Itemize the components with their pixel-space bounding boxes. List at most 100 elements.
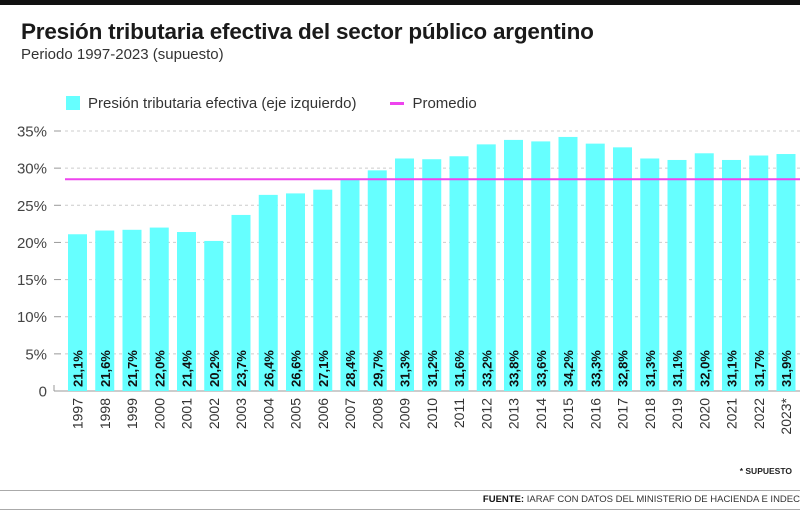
bar (258, 194, 278, 391)
data-label: 28,4% (343, 350, 358, 387)
legend: Presión tributaria efectiva (eje izquier… (66, 93, 477, 113)
x-tick-label: 2001 (179, 398, 195, 429)
legend-line-label: Promedio (412, 94, 477, 112)
x-axis: 1997 1998 1999 2000 2001 2002 2003 2004 2005 2006… (70, 397, 795, 434)
data-label: 20,2% (207, 350, 222, 387)
x-tick-label: 2010 (424, 398, 440, 429)
x-tick-label: 2022 (751, 398, 767, 429)
data-label: 34,2% (561, 350, 576, 387)
bar (613, 147, 632, 391)
data-label: 21,1% (71, 350, 86, 387)
x-tick-label: 2005 (288, 398, 304, 429)
bar (395, 158, 414, 391)
data-label: 31,3% (398, 350, 413, 387)
data-label: 33,3% (588, 350, 603, 387)
x-tick-label: 2004 (260, 398, 276, 429)
x-tick-label: 1998 (97, 398, 113, 429)
source-text: IARAF CON DATOS DEL MINISTERIO DE HACIEN… (524, 494, 800, 505)
legend-bar-swatch (66, 96, 80, 110)
data-label: 31,1% (670, 350, 685, 387)
data-label: 21,7% (125, 350, 140, 387)
divider (0, 509, 800, 510)
bar (749, 155, 769, 391)
x-tick-label: 2002 (206, 398, 222, 429)
footnote: * SUPUESTO (739, 466, 792, 476)
y-tick-label: 30% (17, 161, 47, 178)
x-tick-label: 2013 (506, 398, 522, 429)
data-label: 32,8% (616, 350, 631, 387)
data-labels: 21,1% 21,6% 21,7% 22,0% 21,4% 20,2% 23,7% 26,4%… (71, 350, 795, 387)
bar (585, 143, 605, 391)
bar (776, 154, 796, 391)
data-label: 31,2% (425, 350, 440, 387)
x-tick-label: 2008 (369, 398, 385, 429)
data-label: 23,7% (234, 350, 249, 387)
x-tick-label: 2020 (696, 398, 712, 429)
x-tick-label: 2019 (669, 398, 685, 429)
bar (504, 139, 523, 391)
data-label: 31,6% (452, 350, 467, 387)
x-tick-label: 2012 (478, 398, 494, 429)
data-label: 22,0% (152, 350, 167, 387)
bars (68, 136, 796, 391)
data-label: 21,4% (180, 350, 195, 387)
x-tick-label: 2015 (560, 398, 576, 429)
source-note: FUENTE: IARAF CON DATOS DEL MINISTERIO D… (483, 494, 800, 505)
x-tick-label: 2007 (342, 398, 358, 429)
chart-title: Presión tributaria efectiva del sector p… (21, 19, 594, 44)
bar (204, 240, 224, 391)
bar (422, 159, 442, 391)
data-label: 31,3% (643, 350, 658, 387)
data-label: 31,1% (725, 350, 740, 387)
bar (476, 144, 496, 391)
bar-chart: 0 5% 10% 15% 20% 25% 30% 35% 21,1% 21,6% 21,7% 22,… (17, 124, 800, 435)
x-tick-label: 2000 (151, 398, 167, 429)
y-tick-label: 0 (39, 384, 47, 401)
y-tick-label: 15% (17, 272, 47, 289)
bar (231, 214, 251, 391)
x-tick-label: 2016 (587, 398, 603, 429)
x-tick-label: 1999 (124, 398, 140, 429)
bar (367, 170, 387, 391)
bar (95, 230, 115, 391)
bar (68, 234, 87, 391)
x-tick-label: 2017 (615, 398, 631, 429)
legend-bar-label: Presión tributaria efectiva (eje izquier… (88, 94, 357, 112)
y-tick-label: 10% (17, 309, 47, 326)
x-tick-label: 2018 (642, 398, 658, 429)
divider (0, 490, 800, 491)
data-label: 31,7% (752, 350, 767, 387)
legend-line-swatch (390, 101, 405, 105)
x-tick-label: 2014 (533, 398, 549, 429)
data-label: 27,1% (316, 350, 331, 387)
bar (449, 156, 469, 391)
bar (313, 189, 333, 391)
x-tick-label: 1997 (70, 398, 86, 429)
bar (558, 136, 578, 391)
bar (640, 158, 660, 391)
chart-subtitle: Periodo 1997-2023 (supuesto) (21, 46, 224, 63)
top-border (0, 0, 800, 5)
x-tick-label: 2011 (451, 398, 467, 428)
data-label: 33,2% (479, 350, 494, 387)
y-tick-label: 25% (17, 198, 47, 215)
bar (286, 193, 305, 391)
bar (722, 159, 741, 391)
bar (177, 232, 196, 391)
x-tick-label: 2021 (724, 398, 740, 429)
bar (667, 159, 687, 391)
data-label: 33,6% (534, 350, 549, 387)
bar (340, 180, 360, 391)
x-tick-label: 2023* (778, 397, 794, 434)
data-label: 26,4% (261, 350, 276, 387)
data-label: 29,7% (370, 350, 385, 387)
data-label: 32,0% (697, 350, 712, 387)
data-label: 26,6% (289, 350, 304, 387)
y-tick-label: 20% (17, 235, 47, 252)
y-tick-label: 35% (17, 124, 47, 141)
data-label: 33,8% (507, 350, 522, 387)
bar (531, 141, 551, 391)
x-tick-label: 2006 (315, 398, 331, 429)
x-tick-label: 2003 (233, 398, 249, 429)
bar (694, 153, 714, 391)
